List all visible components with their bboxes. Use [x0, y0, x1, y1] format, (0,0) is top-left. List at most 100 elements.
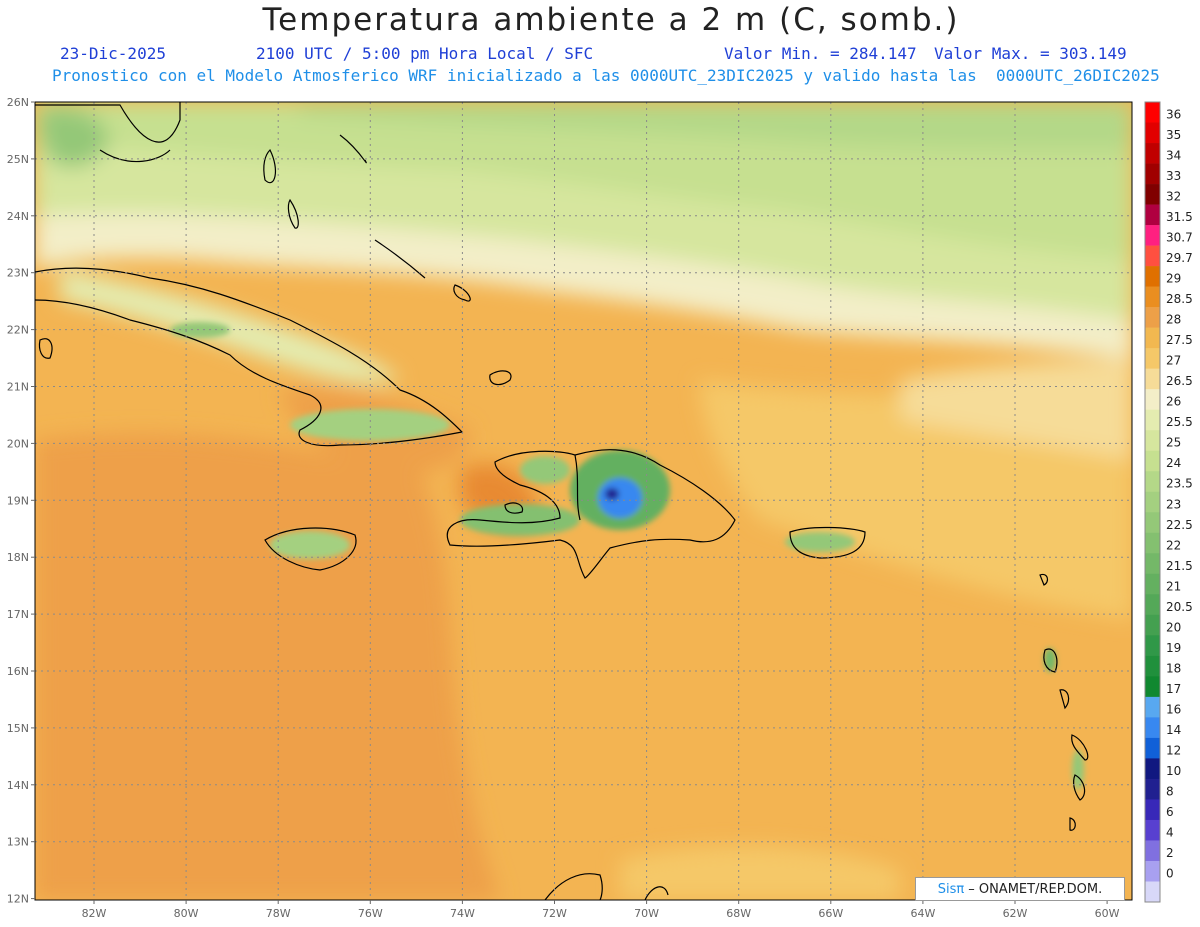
- lon-label: 80W: [174, 907, 199, 920]
- forecast-date: 23-Dic-2025: [60, 44, 166, 63]
- colorbar-swatch: [1145, 614, 1160, 636]
- colorbar-label: 33: [1166, 169, 1181, 183]
- colorbar-swatch: [1145, 389, 1160, 410]
- colorbar-swatch: [1145, 778, 1160, 800]
- credit-brand: Sisπ: [937, 881, 965, 897]
- colorbar-swatch: [1145, 307, 1160, 328]
- map-frame: [34, 101, 1133, 901]
- colorbar-label: 20.5: [1166, 600, 1193, 614]
- credit-box: Sisπ – ONAMET/REP.DOM.: [915, 877, 1125, 901]
- colorbar-label: 20: [1166, 620, 1181, 634]
- colorbar-swatch: [1145, 491, 1160, 513]
- lon-label: 70W: [634, 907, 659, 920]
- lat-label: 21N: [7, 381, 29, 394]
- temperature-field: [35, 102, 1132, 900]
- lon-label: 82W: [82, 907, 107, 920]
- colorbar-label: 19: [1166, 641, 1181, 655]
- colorbar-swatch: [1145, 819, 1160, 841]
- colorbar-label: 21: [1166, 579, 1181, 593]
- colorbar-label: 22: [1166, 538, 1181, 552]
- lat-label: 18N: [7, 551, 29, 564]
- colorbar-label: 2: [1166, 846, 1174, 860]
- coastlines: [35, 102, 1089, 900]
- colorbar-label: 4: [1166, 825, 1174, 839]
- colorbar-label: 34: [1166, 149, 1181, 163]
- colorbar-label: 31.5: [1166, 210, 1193, 224]
- lat-label: 20N: [7, 437, 29, 450]
- colorbar-swatch: [1145, 368, 1160, 390]
- lat-label: 14N: [7, 779, 29, 792]
- lat-label: 24N: [7, 210, 29, 223]
- colorbar-swatch: [1145, 840, 1160, 862]
- colorbar-label: 0: [1166, 866, 1174, 880]
- colorbar-label: 27: [1166, 354, 1181, 368]
- colorbar-swatch: [1145, 881, 1160, 903]
- forecast-description: Pronostico con el Modelo Atmosferico WRF…: [52, 66, 1160, 85]
- colorbar-swatch: [1145, 737, 1160, 759]
- gridlines: [35, 102, 1132, 900]
- colorbar-swatch: [1145, 655, 1160, 677]
- colorbar-swatch: [1145, 860, 1160, 882]
- colorbar-label: 8: [1166, 784, 1174, 798]
- max-value: Valor Max. = 303.149: [934, 44, 1127, 63]
- lon-label: 72W: [542, 907, 567, 920]
- lat-label: 15N: [7, 722, 29, 735]
- colorbar-label: 28.5: [1166, 292, 1193, 306]
- colorbar-swatch: [1145, 573, 1160, 595]
- colorbar-label: 16: [1166, 702, 1181, 716]
- lon-label: 68W: [726, 907, 751, 920]
- lat-label: 19N: [7, 494, 29, 507]
- colorbar-swatch: [1145, 122, 1160, 144]
- colorbar-label: 27.5: [1166, 333, 1193, 347]
- colorbar-swatch: [1145, 553, 1160, 575]
- colorbar-swatch: [1145, 512, 1160, 534]
- lat-label: 22N: [7, 324, 29, 337]
- lon-label: 66W: [818, 907, 843, 920]
- latitude-labels: 26N 25N 24N 23N 22N 21N 20N 19N 18N 17N 16N 15N 14N 1…: [7, 96, 35, 906]
- lon-label: 76W: [358, 907, 383, 920]
- colorbar-swatch: [1145, 409, 1160, 431]
- colorbar-label: 17: [1166, 682, 1181, 696]
- lat-label: 25N: [7, 153, 29, 166]
- colorbar-swatch: [1145, 348, 1160, 369]
- map-title: Temperatura ambiente a 2 m (C, somb.): [262, 2, 960, 38]
- colorbar-swatch: [1145, 758, 1160, 780]
- colorbar-label: 23: [1166, 497, 1181, 511]
- lon-label: 60W: [1095, 907, 1120, 920]
- colorbar-label: 30.7: [1166, 231, 1193, 245]
- colorbar-label: 25.5: [1166, 415, 1193, 429]
- lon-label: 74W: [450, 907, 475, 920]
- colorbar-swatch: [1145, 676, 1160, 698]
- colorbar-swatch: [1145, 245, 1160, 267]
- colorbar-label: 12: [1166, 743, 1181, 757]
- colorbar-label: 18: [1166, 661, 1181, 675]
- colorbar-swatch: [1145, 532, 1160, 554]
- colorbar-label: 21.5: [1166, 559, 1193, 573]
- min-value: Valor Min. = 284.147: [724, 44, 917, 63]
- colorbar-swatch: [1145, 327, 1160, 349]
- forecast-time: 2100 UTC / 5:00 pm Hora Local / SFC: [256, 44, 594, 63]
- colorbar-swatch: [1145, 717, 1160, 739]
- colorbar-swatch: [1145, 450, 1160, 472]
- colorbar-swatch: [1145, 286, 1160, 308]
- colorbar-label: 29.7: [1166, 251, 1193, 265]
- colorbar-label: 35: [1166, 128, 1181, 142]
- colorbar-swatch: [1145, 184, 1160, 205]
- colorbar-swatch: [1145, 204, 1160, 226]
- colorbar-swatch: [1145, 163, 1160, 185]
- colorbar-label: 25: [1166, 436, 1181, 450]
- colorbar-label: 29: [1166, 272, 1181, 286]
- lat-label: 17N: [7, 608, 29, 621]
- colorbar-swatch: [1145, 471, 1160, 493]
- colorbar-label: 26: [1166, 395, 1181, 409]
- colorbar-swatch: [1145, 635, 1160, 657]
- colorbar-label: 23.5: [1166, 477, 1193, 491]
- lat-label: 16N: [7, 665, 29, 678]
- colorbar-swatch: [1145, 594, 1160, 616]
- lat-label: 23N: [7, 267, 29, 280]
- colorbar-label: 24: [1166, 456, 1181, 470]
- lon-label: 78W: [266, 907, 291, 920]
- colorbar-label: 36: [1166, 108, 1181, 122]
- colorbar-label: 14: [1166, 723, 1181, 737]
